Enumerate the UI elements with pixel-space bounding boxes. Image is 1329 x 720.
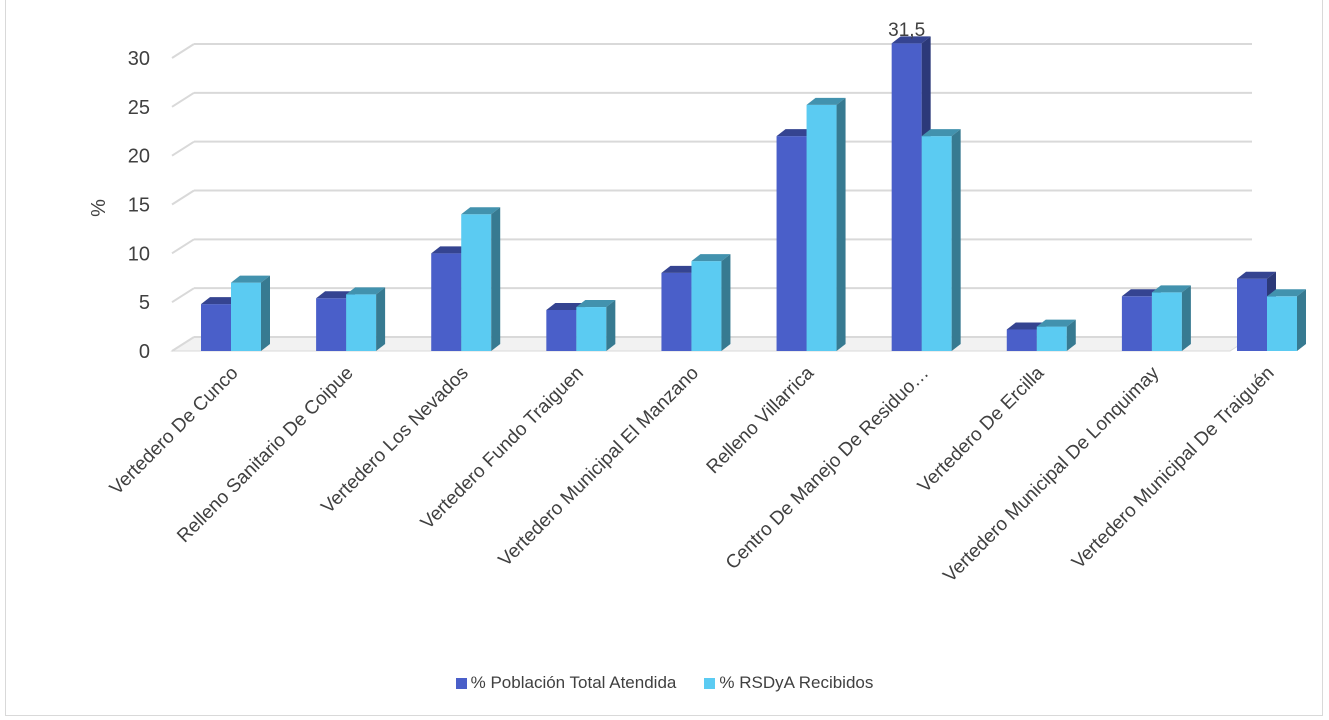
bar (1121, 296, 1152, 351)
bar (1151, 292, 1182, 351)
bar (1006, 329, 1037, 351)
x-tick-label: Vertedero Municipal De Lonquimay (939, 362, 1163, 586)
bar (1237, 278, 1267, 351)
bar (201, 304, 231, 351)
bar-top (431, 246, 471, 254)
bar-side (951, 129, 961, 351)
bar-side (721, 254, 731, 351)
bar-side (1181, 285, 1191, 351)
chart-legend: % Población Total Atendida % RSDyA Recibi… (0, 673, 1329, 693)
bar-top (1151, 285, 1191, 293)
bar (776, 136, 807, 351)
gridline-wall (171, 43, 195, 59)
bar (316, 298, 347, 351)
bar-top (691, 254, 731, 262)
bar-top (1237, 271, 1276, 279)
legend-swatch (455, 678, 467, 689)
bar-side (1066, 319, 1076, 351)
legend-entry: % RSDyA Recibidos (704, 673, 873, 693)
y-tick-label: 5 (139, 292, 150, 314)
gridline-wall (171, 91, 195, 108)
bar-side (836, 97, 846, 351)
gridline-wall (171, 336, 195, 352)
y-tick-label: 0 (139, 341, 150, 363)
bar-top (1267, 289, 1306, 297)
bar-top (776, 129, 816, 137)
bar-top (346, 287, 386, 295)
bar (546, 309, 577, 351)
bar (576, 307, 607, 351)
bar-top (1006, 322, 1046, 330)
x-tick-label: Vertedero De Cunco (106, 363, 243, 500)
gridline-wall (171, 238, 195, 255)
bar-top (231, 275, 270, 283)
y-tick-label: 30 (128, 48, 150, 70)
bar (346, 294, 377, 351)
bar-side (1297, 289, 1306, 351)
bar-top (201, 297, 240, 305)
bar-top (576, 300, 616, 308)
x-tick-label: Relleno Villarrica (703, 362, 819, 478)
legend-label: % Población Total Atendida (470, 673, 677, 692)
legend-entry: % Población Total Atendida (455, 673, 677, 693)
bar (921, 136, 952, 351)
gridline-wall (171, 140, 195, 157)
bar-top (461, 207, 501, 215)
bar-top (1036, 319, 1076, 327)
bar-top (546, 302, 586, 310)
y-tick-label: 10 (128, 243, 150, 265)
legend-label: % RSDyA Recibidos (719, 673, 874, 692)
data-label: 31,5 (888, 20, 925, 41)
bar-top (661, 265, 701, 273)
bar (1036, 326, 1067, 351)
x-tick-label: Vertedero Municipal De Traiguén (1068, 363, 1279, 574)
bar-side (261, 275, 270, 351)
x-tick-label: Vertedero De Ercilla (914, 362, 1049, 497)
bar-top (891, 36, 931, 44)
bar-top (921, 129, 961, 137)
y-tick-label: 25 (128, 97, 150, 119)
bar (691, 261, 722, 351)
bar-top (316, 291, 356, 299)
chart-frame (5, 0, 1323, 716)
bar (231, 282, 261, 351)
bar-side (376, 287, 386, 351)
y-tick-label: 15 (128, 195, 150, 217)
bar-side (491, 207, 501, 351)
bar (661, 272, 692, 351)
bar (891, 43, 922, 351)
legend-swatch (704, 678, 716, 689)
bar (431, 253, 462, 351)
bar (1267, 296, 1297, 351)
gridline-wall (171, 287, 195, 304)
y-tick-label: 20 (128, 146, 150, 168)
gridline-wall (171, 189, 195, 206)
bar-top (1121, 289, 1161, 297)
bar (806, 104, 837, 351)
x-tick-label: Vertedero Municipal El Manzano (495, 363, 703, 571)
x-tick-label: Centro De Manejo De Residuo… (722, 363, 933, 574)
y-axis-label: % (88, 199, 110, 217)
bar (461, 214, 492, 351)
bar-side (606, 300, 616, 351)
bar-top (806, 97, 846, 105)
